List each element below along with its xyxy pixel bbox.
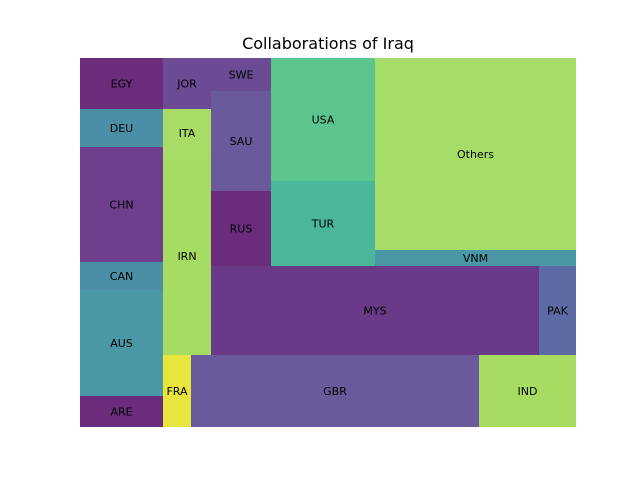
tile-label-usa: USA [312, 114, 335, 127]
tile-label-mys: MYS [363, 305, 386, 318]
tile-label-egy: EGY [111, 78, 133, 91]
tile-label-fra: FRA [166, 385, 188, 398]
tile-label-tur: TUR [311, 218, 335, 231]
tile-label-aus: AUS [110, 337, 133, 350]
tile-label-can: CAN [110, 270, 133, 283]
tile-label-rus: RUS [230, 223, 253, 236]
tile-label-ind: IND [518, 385, 538, 398]
tile-label-vnm: VNM [463, 252, 488, 265]
tile-label-deu: DEU [110, 122, 133, 135]
treemap-tiles: EGY DEU CHN CAN AUS ARE JOR ITA IRN SWE SAU RUS USA T… [80, 58, 576, 427]
tile-label-others: Others [457, 148, 494, 161]
tile-label-pak: PAK [547, 305, 568, 318]
tile-label-ita: ITA [179, 127, 196, 140]
tile-label-gbr: GBR [323, 385, 347, 398]
chart-title: Collaborations of Iraq [242, 34, 414, 53]
tile-label-chn: CHN [109, 199, 133, 212]
tile-label-swe: SWE [229, 69, 254, 82]
tile-label-sau: SAU [230, 135, 253, 148]
tile-label-are: ARE [110, 406, 132, 419]
tile-label-irn: IRN [177, 250, 196, 263]
tile-label-jor: JOR [176, 78, 197, 91]
